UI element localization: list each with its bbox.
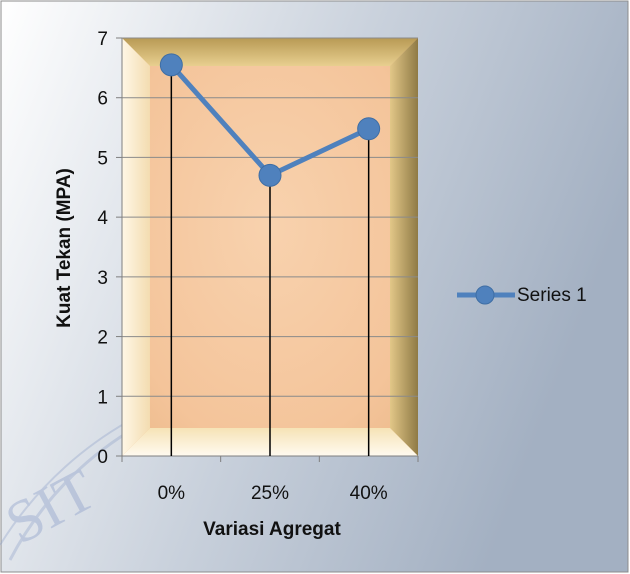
data-point-1 <box>259 164 281 186</box>
y-tick-label-0: 0 <box>97 447 108 468</box>
plot-bevel-right <box>390 38 418 456</box>
legend-marker <box>476 286 494 304</box>
data-point-0 <box>160 54 182 76</box>
y-tick-label-6: 6 <box>97 89 108 110</box>
y-tick-label-1: 1 <box>97 387 108 408</box>
y-tick-label-7: 7 <box>97 29 108 50</box>
data-point-2 <box>358 118 380 140</box>
plot-bevel-left <box>122 38 150 456</box>
y-tick-label-3: 3 <box>97 268 108 289</box>
y-tick-label-5: 5 <box>97 148 108 169</box>
y-axis-title: Kuat Tekan (MPA) <box>54 168 75 328</box>
x-tick-label-2: 40% <box>350 483 388 504</box>
x-tick-label-1: 25% <box>251 483 289 504</box>
legend-label: Series 1 <box>517 285 587 306</box>
y-tick-label-4: 4 <box>97 208 108 229</box>
y-tick-label-2: 2 <box>97 328 108 349</box>
x-tick-label-0: 0% <box>158 483 186 504</box>
x-axis-title: Variasi Agregat <box>203 519 341 540</box>
